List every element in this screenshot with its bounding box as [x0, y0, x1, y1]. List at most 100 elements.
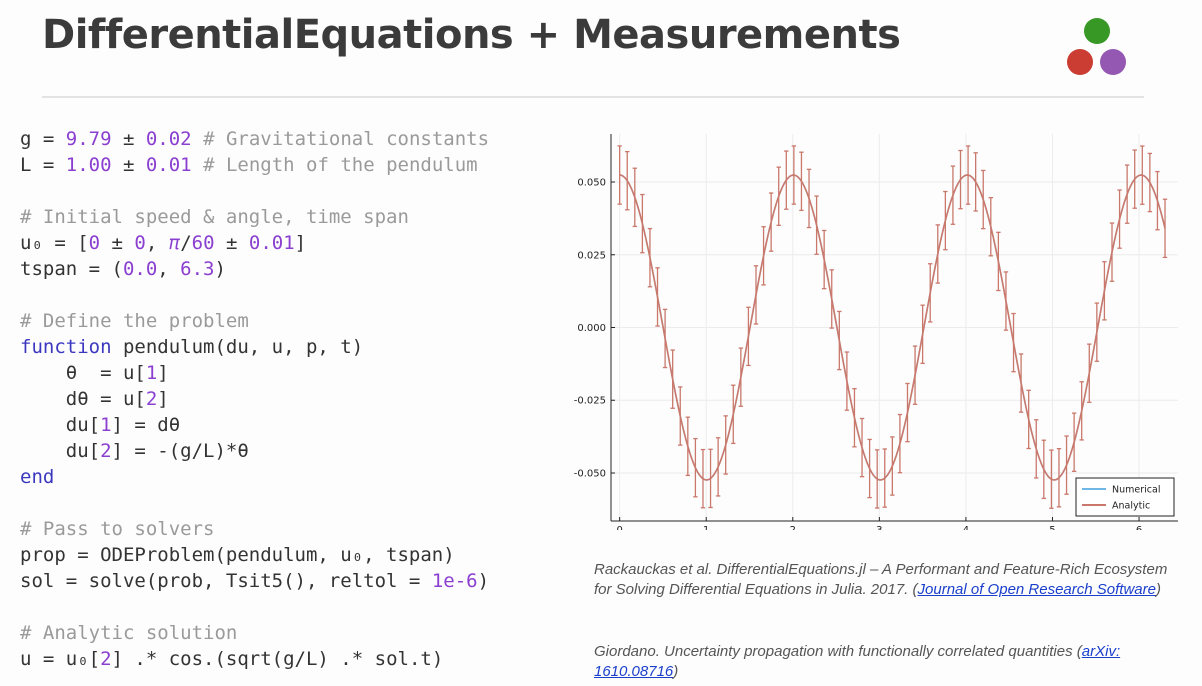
code-token-plain: u = u₀[: [20, 648, 101, 670]
code-token-plain: ±: [214, 232, 249, 254]
code-token-plain: ]: [157, 388, 169, 410]
code-token-comment: # Length of the pendulum: [191, 154, 478, 176]
logo-red-dot: [1067, 49, 1093, 75]
code-token-comment: # Analytic solution: [20, 622, 238, 644]
code-token-number: 2: [100, 648, 112, 670]
code-line: end: [20, 464, 489, 490]
code-line: g = 9.79 ± 0.02 # Gravitational constant…: [20, 126, 489, 152]
code-line: prop = ODEProblem(pendulum, u₀, tspan): [20, 542, 489, 568]
citation-giordano: Giordano. Uncertainty propagation with f…: [594, 642, 1174, 682]
code-token-plain: tspan = (: [20, 258, 123, 280]
code-line: sol = solve(prob, Tsit5(), reltol = 1e-6…: [20, 568, 489, 594]
code-token-plain: sol = solve(prob, Tsit5(), reltol =: [20, 570, 432, 592]
slide-title: DifferentialEquations + Measurements: [42, 12, 901, 58]
code-token-plain: ,: [145, 232, 169, 254]
code-token-plain: ]: [157, 362, 169, 384]
logo-green-dot: [1084, 18, 1110, 44]
code-line: [20, 282, 489, 308]
citation-text: Giordano. Uncertainty propagation with f…: [594, 643, 1082, 660]
code-token-number: 0: [88, 232, 101, 254]
code-token-plain: ] = dθ: [111, 414, 181, 436]
pendulum-chart: 0 1 2 3 4 5 6 0.050 0.025 0.000 -0.025 -0.050 Numeri…: [574, 134, 1178, 530]
code-token-number: π: [168, 232, 181, 254]
code-token-keyword: function: [20, 336, 112, 358]
code-token-number: 1: [145, 362, 158, 384]
logo-purple-dot: [1100, 49, 1126, 75]
legend-label-numerical: Numerical: [1112, 485, 1160, 496]
y-tick-label: 0.025: [577, 250, 606, 261]
x-tick-label: 5: [1049, 525, 1055, 530]
code-line: θ = u[1]: [20, 360, 489, 386]
citation-link-jors[interactable]: Journal of Open Research Software: [917, 581, 1156, 598]
code-token-comment: # Gravitational constants: [191, 128, 490, 150]
code-token-plain: θ = u[: [20, 362, 146, 384]
code-token-number: 0.01: [248, 232, 295, 254]
code-token-plain: L =: [20, 154, 66, 176]
code-token-plain: ±: [111, 154, 146, 176]
code-token-plain: ±: [111, 128, 146, 150]
code-token-number: 9.79: [65, 128, 112, 150]
code-line: dθ = u[2]: [20, 386, 489, 412]
code-line: u₀ = [0 ± 0, π/60 ± 0.01]: [20, 230, 489, 256]
y-tick-label: -0.050: [574, 468, 606, 479]
x-tick-label: 1: [703, 525, 709, 530]
x-tick-label: 6: [1136, 525, 1142, 530]
code-token-plain: ] = -(g/L)*θ: [111, 440, 249, 462]
x-tick-label: 0: [616, 525, 622, 530]
x-tick-label: 2: [790, 525, 796, 530]
title-divider: [42, 96, 1144, 98]
code-token-number: 0.02: [145, 128, 192, 150]
code-token-plain: ): [214, 258, 226, 280]
code-token-number: 0.0: [122, 258, 158, 280]
citation-close: ): [673, 663, 679, 680]
code-line: # Pass to solvers: [20, 516, 489, 542]
citation-close: ): [1155, 581, 1161, 598]
code-line: du[2] = -(g/L)*θ: [20, 438, 489, 464]
code-line: [20, 178, 489, 204]
y-tick-label: 0.050: [577, 178, 606, 189]
code-line: # Analytic solution: [20, 620, 489, 646]
code-token-keyword: end: [20, 466, 55, 488]
legend-box: [1075, 477, 1175, 517]
citation-text: Rackauckas et al. DifferentialEquations.…: [594, 561, 1168, 598]
code-token-comment: # Pass to solvers: [20, 518, 215, 540]
code-line: L = 1.00 ± 0.01 # Length of the pendulum: [20, 152, 489, 178]
x-tick-label: 4: [963, 525, 969, 530]
code-line: function pendulum(du, u, p, t): [20, 334, 489, 360]
code-token-number: 0: [134, 232, 146, 254]
code-token-number: 60: [191, 232, 215, 254]
code-line: # Define the problem: [20, 308, 489, 334]
code-token-plain: g =: [20, 128, 66, 150]
code-token-comment: # Initial speed & angle, time span: [20, 206, 409, 228]
code-token-plain: ] .* cos.(sqrt(g/L) .* sol.t): [111, 648, 444, 670]
code-token-plain: /: [180, 232, 192, 254]
code-token-number: 1.00: [65, 154, 112, 176]
code-token-number: 6.3: [180, 258, 215, 280]
code-token-plain: du[: [20, 414, 101, 436]
code-token-comment: # Define the problem: [20, 310, 249, 332]
legend-label-analytic: Analytic: [1112, 501, 1150, 512]
code-token-plain: ±: [100, 232, 135, 254]
code-line: [20, 490, 489, 516]
code-token-plain: ,: [157, 258, 181, 280]
code-token-plain: du[: [20, 440, 101, 462]
code-line: # Initial speed & angle, time span: [20, 204, 489, 230]
code-token-plain: ): [477, 570, 490, 592]
code-token-plain: prop = ODEProblem(pendulum, u₀, tspan): [20, 544, 455, 566]
citation-rackauckas: Rackauckas et al. DifferentialEquations.…: [594, 560, 1174, 600]
x-tick-label: 3: [876, 525, 882, 530]
code-line: [20, 594, 489, 620]
y-tick-label: 0.000: [577, 323, 606, 334]
code-token-plain: dθ = u[: [20, 388, 146, 410]
y-tick-label: -0.025: [574, 396, 606, 407]
code-token-number: 2: [100, 440, 112, 462]
code-token-number: 1: [100, 414, 112, 436]
julia-logo: [1062, 16, 1132, 80]
code-line: tspan = (0.0, 6.3): [20, 256, 489, 282]
series-line-analytic: [619, 174, 1166, 481]
code-token-number: 2: [145, 388, 158, 410]
code-token-number: 1e-6: [431, 570, 478, 592]
code-line: u = u₀[2] .* cos.(sqrt(g/L) .* sol.t): [20, 646, 489, 672]
citation-link-arxiv[interactable]: arXiv: 1610.08716: [594, 643, 1121, 680]
code-token-number: 0.01: [145, 154, 192, 176]
